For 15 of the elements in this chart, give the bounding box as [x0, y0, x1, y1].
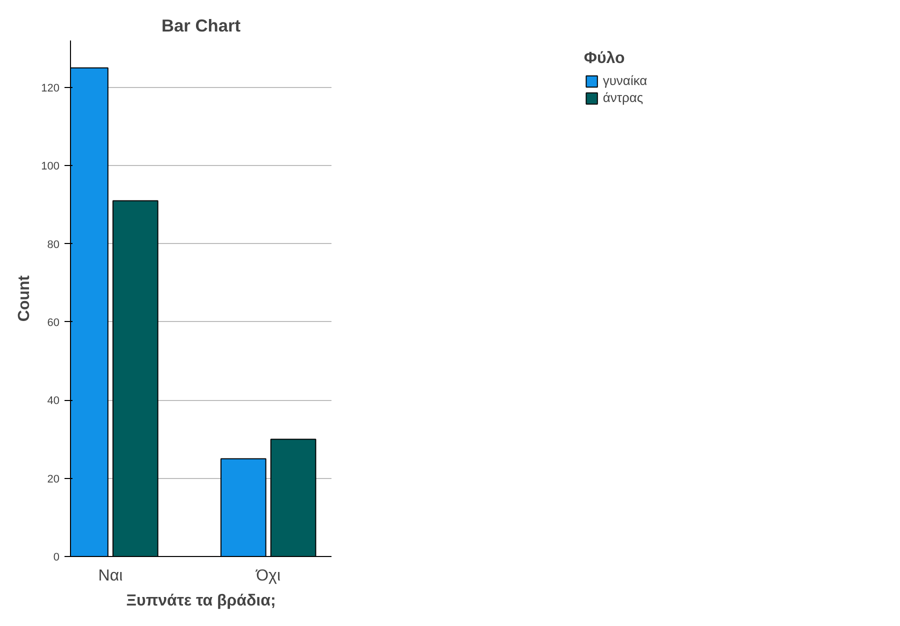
legend-label: άντρας [602, 90, 644, 105]
y-tick-label: 40 [47, 395, 60, 408]
y-tick-label: 120 [41, 82, 60, 94]
legend-label: γυναίκα [602, 73, 648, 88]
x-tick-label: Όχι [255, 568, 281, 584]
y-tick-label: 80 [47, 238, 60, 251]
x-tick-label: Ναι [98, 568, 124, 584]
y-tick-label: 0 [53, 552, 60, 564]
x-axis-title: Ξυπνάτε τα βράδια; [126, 592, 276, 610]
chart-title: Bar Chart [162, 16, 241, 36]
y-axis-title: Count [16, 274, 34, 322]
y-tick-label: 60 [47, 316, 60, 329]
y-tick-label: 20 [47, 473, 60, 486]
y-tick-label: 100 [41, 160, 60, 173]
legend-title: Φύλο [584, 50, 626, 68]
